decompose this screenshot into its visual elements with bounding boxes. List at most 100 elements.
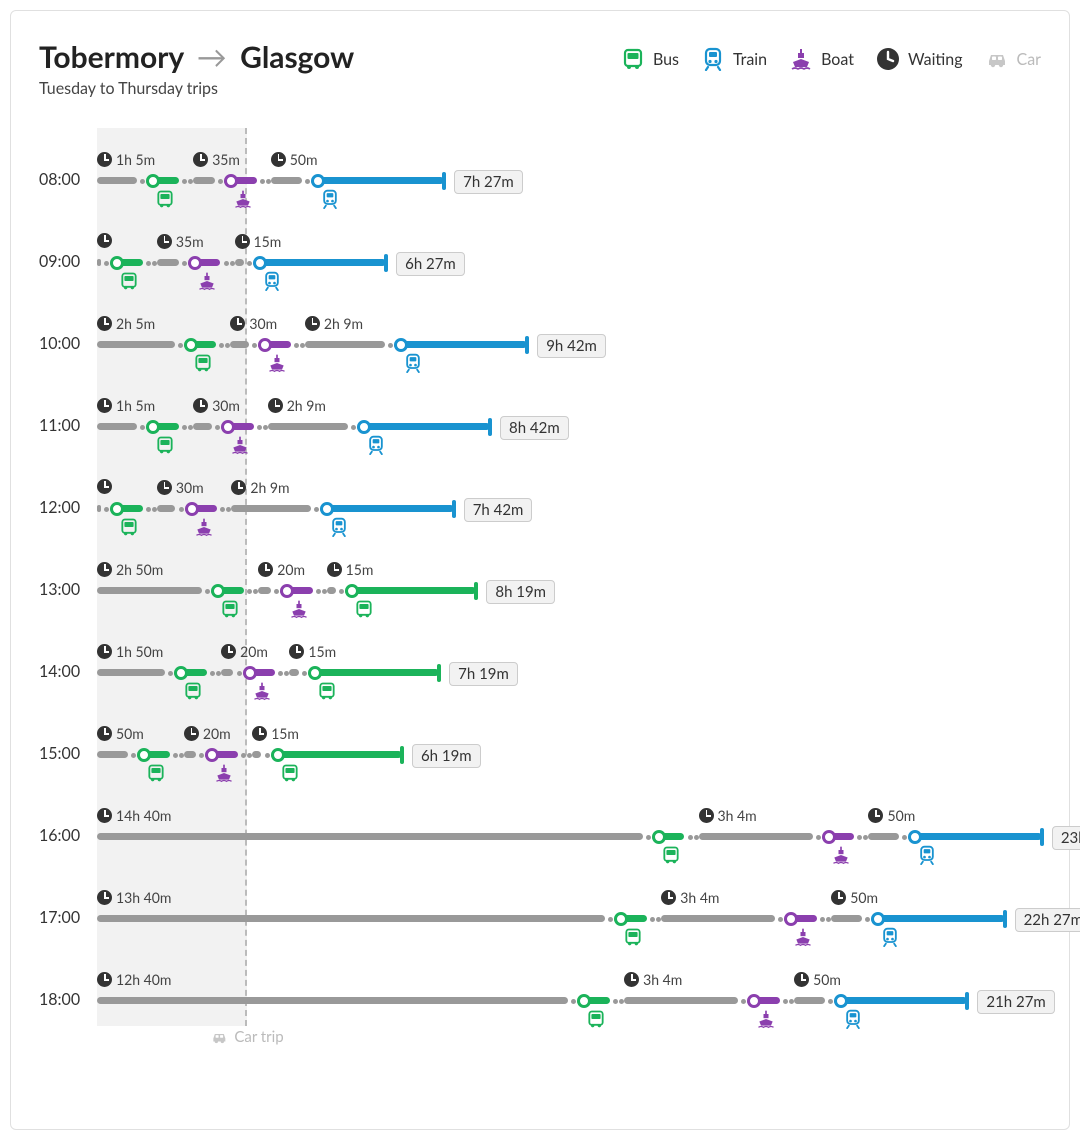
segment-start-nub (110, 256, 124, 270)
bus-icon (623, 927, 643, 947)
bus-icon (317, 681, 337, 701)
segment-bus2 (276, 751, 402, 758)
hour-label: 17:00 (39, 908, 97, 927)
gap-dot (146, 261, 151, 266)
gap-dot (241, 753, 246, 758)
bus-icon (354, 599, 374, 619)
gap-dot (388, 343, 393, 348)
total-duration: 6h 27m (396, 252, 465, 276)
track: 2h 50m20m15m8h 19m (97, 559, 977, 619)
clock-icon (624, 972, 639, 987)
total-duration: 8h 42m (500, 416, 569, 440)
bus-icon (155, 189, 175, 209)
legend-car: Car (985, 47, 1041, 71)
segment-endcap (965, 992, 969, 1010)
segment-start-nub (357, 420, 371, 434)
boat-icon (233, 189, 253, 209)
gap-dot (828, 999, 833, 1004)
segment-wait (230, 341, 249, 348)
clock-icon (97, 316, 112, 331)
train-icon (366, 435, 386, 455)
total-duration: 23h 27m (1052, 826, 1080, 850)
legend: BusTrainBoatWaitingCar (621, 47, 1041, 71)
segment-bus2 (350, 587, 476, 594)
schedule-row: 13:002h 50m20m15m8h 19m (39, 548, 1041, 630)
schedule-row: 11:001h 5m30m2h 9m8h 42m (39, 384, 1041, 466)
total-duration: 22h 27m (1015, 908, 1080, 932)
gap-dot (237, 671, 242, 676)
wait-label: 30m (230, 315, 277, 332)
segment-wait (794, 997, 825, 1004)
segment-endcap (474, 582, 478, 600)
segment-train (876, 915, 1004, 922)
clock-icon (258, 562, 273, 577)
clock-icon (252, 726, 267, 741)
clock-icon (97, 972, 112, 987)
segment-wait (221, 669, 233, 676)
segment-start-nub (280, 584, 294, 598)
wait-label: 50m (831, 889, 878, 906)
segment-start-nub (577, 994, 591, 1008)
segment-wait (97, 341, 175, 348)
legend-car-label: Car (1017, 50, 1041, 69)
wait-label: 13h 40m (97, 889, 171, 906)
clock-icon (305, 316, 320, 331)
segment-start-nub (174, 666, 188, 680)
schedule-row: 18:0012h 40m3h 4m50m21h 27m (39, 958, 1041, 1040)
segment-start-nub (394, 338, 408, 352)
gap-dot (650, 917, 655, 922)
gap-dot (302, 671, 307, 676)
segment-start-nub (784, 912, 798, 926)
train-icon (329, 517, 349, 537)
schedule-row: 10:002h 5m30m2h 9m9h 42m (39, 302, 1041, 384)
wait-label: 30m (193, 397, 240, 414)
gap-dot (131, 753, 136, 758)
segment-start-nub (908, 830, 922, 844)
gap-dot (778, 917, 783, 922)
clock-icon (97, 562, 112, 577)
gap-dot (741, 999, 746, 1004)
wait-label: 1h 5m (97, 397, 155, 414)
gap-dot (224, 261, 229, 266)
segment-start-nub (822, 830, 836, 844)
schedule-row: 14:001h 50m20m15m7h 19m (39, 630, 1041, 712)
segment-bus2 (313, 669, 439, 676)
schedule-card: Tobermory → Glasgow Tuesday to Thursday … (10, 10, 1070, 1130)
wait-label: 50m (868, 807, 915, 824)
segment-wait (231, 505, 311, 512)
track: 12h 40m3h 4m50m21h 27m (97, 969, 977, 1029)
wait-label: 15m (327, 561, 374, 578)
segment-start-nub (146, 174, 160, 188)
legend-waiting: Waiting (876, 47, 963, 71)
total-duration: 7h 42m (464, 498, 533, 522)
segment-train (362, 423, 490, 430)
segment-wait (97, 915, 605, 922)
bus-icon (586, 1009, 606, 1029)
segment-wait (252, 751, 261, 758)
segment-wait (97, 997, 568, 1004)
segment-wait (661, 915, 775, 922)
total-duration: 21h 27m (977, 990, 1054, 1014)
wait-label: 12h 40m (97, 971, 171, 988)
segment-endcap (400, 746, 404, 764)
segment-start-nub (185, 502, 199, 516)
segment-wait (157, 259, 179, 266)
route-title: Tobermory → Glasgow (39, 39, 354, 75)
clock-icon (97, 398, 112, 413)
clock-icon (97, 890, 112, 905)
gap-dot (314, 507, 319, 512)
wait-label: 20m (221, 643, 268, 660)
segment-wait (235, 259, 244, 266)
legend-boat-label: Boat (821, 50, 854, 69)
wait-label: 50m (794, 971, 841, 988)
wait-label: 3h 4m (624, 971, 682, 988)
gap-dot (351, 425, 356, 430)
segment-wait (831, 915, 862, 922)
clock-icon (327, 562, 342, 577)
segment-endcap (442, 172, 446, 190)
gap-dot (219, 343, 224, 348)
segment-train (258, 259, 386, 266)
segment-wait (305, 341, 385, 348)
bus-icon (661, 845, 681, 865)
segment-wait (699, 833, 813, 840)
